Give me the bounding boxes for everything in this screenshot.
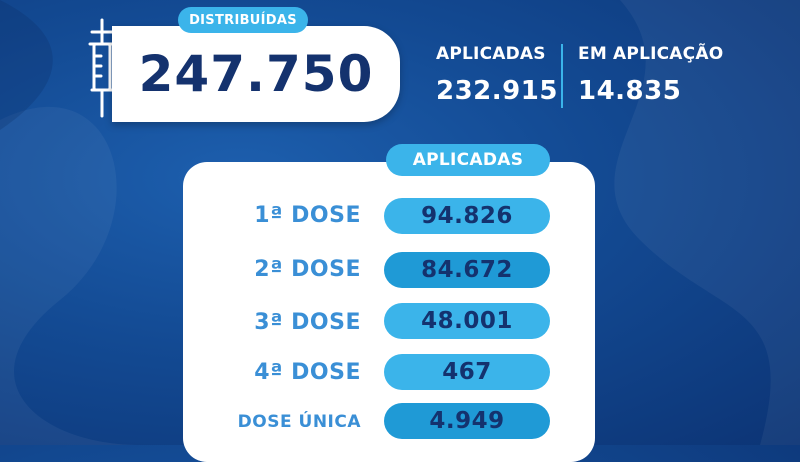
em-aplicacao-label: EM APLICAÇÃO: [578, 44, 724, 64]
dose-4-label: 4ª DOSE: [254, 360, 361, 385]
stat-divider: [561, 44, 563, 108]
aplicadas-summary-value: 232.915: [436, 76, 558, 106]
dose-3-value: 48.001: [384, 303, 550, 339]
dose-2-value: 84.672: [384, 252, 550, 288]
distribuidas-card: [112, 26, 400, 122]
doses-table-title: APLICADAS: [386, 144, 550, 176]
syringe-icon: [88, 18, 116, 118]
dose-1-value: 94.826: [384, 198, 550, 234]
distribuidas-label: DISTRIBUÍDAS: [178, 7, 308, 33]
em-aplicacao-value: 14.835: [578, 76, 682, 106]
dose-3-label: 3ª DOSE: [254, 310, 361, 335]
dose-4-value: 467: [384, 354, 550, 390]
dose-1-label: 1ª DOSE: [254, 203, 361, 228]
dose-2-label: 2ª DOSE: [254, 257, 361, 282]
aplicadas-summary-label: APLICADAS: [436, 44, 546, 64]
dose-unica-label: DOSE ÚNICA: [237, 412, 361, 432]
dose-unica-value: 4.949: [384, 403, 550, 439]
distribuidas-value: 247.750: [138, 45, 374, 103]
